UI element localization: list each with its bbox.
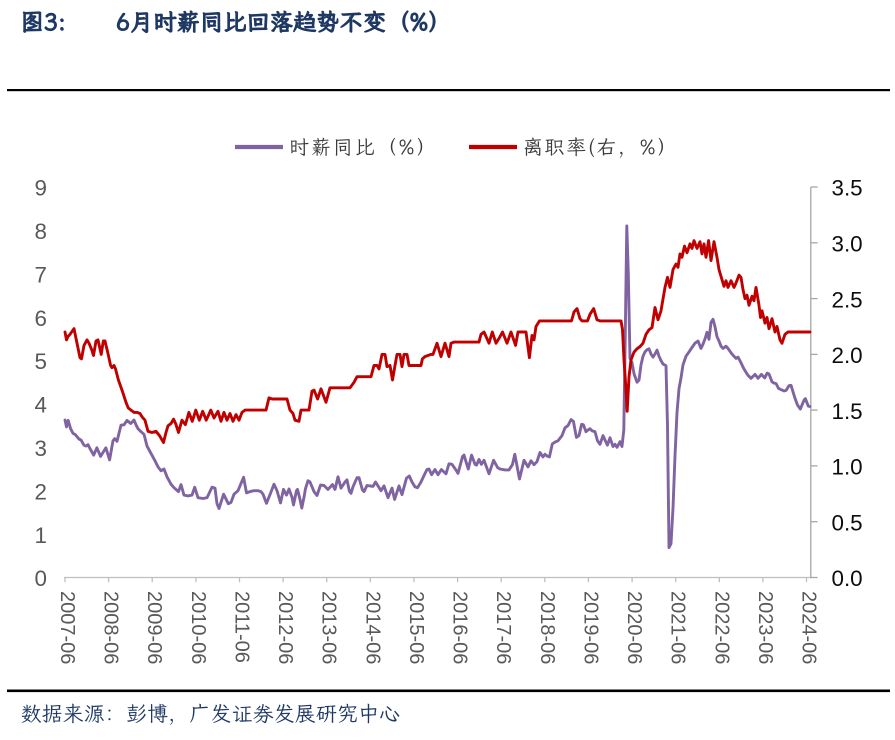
svg-text:2016-06: 2016-06 xyxy=(449,591,471,664)
svg-text:8: 8 xyxy=(35,219,47,244)
svg-text:2010-06: 2010-06 xyxy=(187,591,209,664)
svg-text:2013-06: 2013-06 xyxy=(318,591,340,664)
svg-text:2021-06: 2021-06 xyxy=(667,591,689,664)
svg-text:0: 0 xyxy=(35,566,47,591)
svg-text:5: 5 xyxy=(35,349,47,374)
svg-text:2015-06: 2015-06 xyxy=(405,591,427,664)
svg-text:2011-06: 2011-06 xyxy=(231,591,253,663)
svg-text:4: 4 xyxy=(35,393,47,418)
svg-text:9: 9 xyxy=(35,176,47,201)
svg-text:2008-06: 2008-06 xyxy=(100,591,122,664)
svg-text:2007-06: 2007-06 xyxy=(56,591,78,664)
svg-text:0.0: 0.0 xyxy=(832,566,863,591)
svg-text:2.5: 2.5 xyxy=(832,287,863,312)
svg-text:2009-06: 2009-06 xyxy=(143,591,165,664)
svg-text:3.0: 3.0 xyxy=(832,232,863,257)
svg-text:2023-06: 2023-06 xyxy=(754,591,776,664)
svg-text:6: 6 xyxy=(35,306,47,331)
svg-text:2014-06: 2014-06 xyxy=(361,591,383,664)
svg-text:2: 2 xyxy=(35,479,47,504)
svg-text:2.0: 2.0 xyxy=(832,343,863,368)
svg-text:2012-06: 2012-06 xyxy=(274,591,296,664)
svg-text:2020-06: 2020-06 xyxy=(623,591,645,664)
svg-text:7: 7 xyxy=(35,263,47,288)
svg-text:2019-06: 2019-06 xyxy=(579,591,601,664)
svg-text:2017-06: 2017-06 xyxy=(492,591,514,664)
svg-text:2024-06: 2024-06 xyxy=(798,591,820,664)
svg-text:3: 3 xyxy=(35,436,47,461)
svg-text:2018-06: 2018-06 xyxy=(536,591,558,664)
svg-text:0.5: 0.5 xyxy=(832,510,863,535)
svg-text:1.0: 1.0 xyxy=(832,455,863,480)
svg-text:3.5: 3.5 xyxy=(832,176,863,201)
svg-text:1: 1 xyxy=(35,523,47,548)
svg-text:2022-06: 2022-06 xyxy=(710,591,732,664)
svg-text:1.5: 1.5 xyxy=(832,399,863,424)
